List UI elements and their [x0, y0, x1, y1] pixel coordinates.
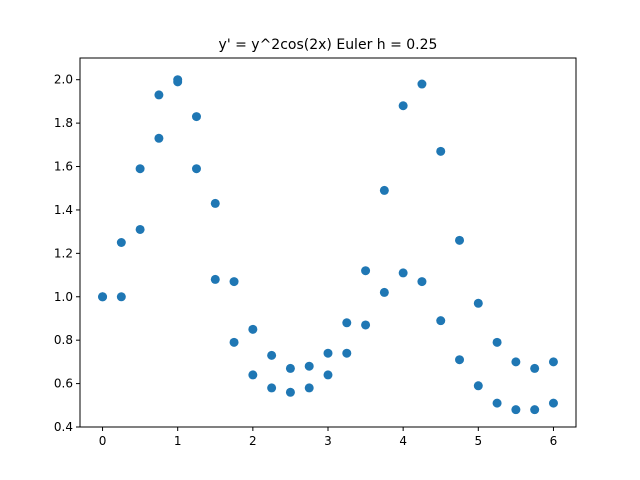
data-point	[398, 101, 408, 111]
data-point	[342, 348, 352, 358]
data-point	[417, 277, 427, 287]
data-point	[361, 320, 371, 330]
x-tick-label: 6	[550, 434, 558, 448]
data-point	[173, 77, 183, 87]
data-point	[191, 164, 201, 174]
data-point	[323, 370, 333, 380]
plot-frame	[79, 57, 577, 428]
data-point	[361, 266, 371, 276]
data-point	[455, 235, 465, 245]
data-point	[248, 370, 258, 380]
x-tick-label: 4	[399, 434, 407, 448]
data-point	[530, 405, 540, 415]
data-points	[98, 75, 558, 415]
data-point	[267, 350, 277, 360]
data-point	[135, 224, 145, 234]
x-tick-label: 5	[474, 434, 482, 448]
x-tick-label: 1	[174, 434, 182, 448]
data-point	[304, 383, 314, 393]
data-point	[511, 405, 521, 415]
y-tick-label: 1.8	[54, 116, 73, 130]
data-point	[492, 398, 502, 408]
y-axis: 0.4 0.6 0.8 1.0 1.2 1.4 1.6 1.8 2.0	[54, 73, 80, 434]
x-tick-label: 0	[99, 434, 107, 448]
data-point	[323, 348, 333, 358]
data-point	[304, 361, 314, 371]
y-tick-label: 0.8	[54, 333, 73, 347]
y-tick-label: 1.6	[54, 160, 73, 174]
y-tick-label: 2.0	[54, 73, 73, 87]
chart-title: y' = y^2cos(2x) Euler h = 0.25	[219, 37, 438, 53]
x-tick-label: 2	[249, 434, 257, 448]
data-point	[116, 238, 126, 247]
data-point	[285, 363, 295, 373]
data-point	[436, 316, 446, 326]
data-point	[492, 337, 502, 347]
data-point	[98, 292, 108, 302]
data-point	[473, 298, 483, 308]
data-point	[154, 133, 164, 143]
y-tick-label: 0.4	[54, 420, 73, 434]
data-point	[455, 355, 465, 365]
data-point	[342, 318, 352, 328]
data-point	[548, 357, 558, 367]
data-point	[210, 274, 220, 284]
y-tick-label: 1.4	[54, 203, 73, 217]
data-point	[135, 164, 145, 174]
data-point	[285, 387, 295, 397]
x-tick-label: 3	[324, 434, 332, 448]
y-tick-label: 1.2	[54, 246, 73, 260]
data-point	[229, 277, 239, 287]
data-point	[191, 112, 201, 122]
data-point	[417, 79, 427, 89]
x-axis: 0 1 2 3 4 5 6	[99, 427, 558, 448]
data-point	[379, 185, 389, 195]
y-tick-label: 0.6	[54, 377, 73, 391]
data-point	[267, 383, 277, 393]
data-point	[210, 198, 220, 208]
y-tick-label: 1.0	[54, 290, 73, 304]
data-point	[248, 324, 258, 334]
data-point	[530, 363, 540, 373]
data-point	[548, 398, 558, 408]
data-point	[154, 90, 164, 100]
data-point	[116, 292, 126, 302]
data-point	[229, 337, 239, 347]
data-point	[473, 381, 483, 391]
data-point	[379, 287, 389, 297]
data-point	[436, 146, 446, 156]
data-point	[398, 268, 408, 278]
data-point	[511, 357, 521, 367]
